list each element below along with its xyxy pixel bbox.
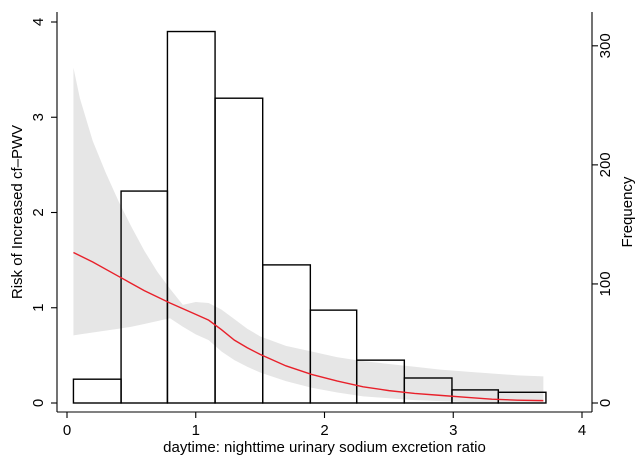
histogram-bar-6 (309, 309, 358, 404)
risk-curve-line (73, 251, 544, 402)
y-left-tick-label-2: 2 (30, 208, 47, 216)
confidence-band-layer (73, 67, 544, 403)
y-right-tick-label-300: 300 (597, 33, 614, 58)
y-right-axis-title: Frequency (619, 176, 636, 247)
y-left-axis-title: Risk of Increased cf–PWV (9, 125, 26, 299)
x-tick-label-4: 4 (578, 422, 586, 439)
confidence-band (73, 67, 544, 403)
x-tick-label-3: 3 (449, 422, 457, 439)
x-tick-label-0: 0 (63, 422, 71, 439)
y-left-tick-label-1: 1 (30, 304, 47, 312)
histogram-bar-10 (497, 391, 547, 404)
x-tick-label-1: 1 (192, 422, 200, 439)
y-right-tick-label-200: 200 (597, 152, 614, 177)
y-left-tick-label-3: 3 (30, 113, 47, 121)
x-tick-label-2: 2 (320, 422, 328, 439)
x-axis-title: daytime: nighttime urinary sodium excret… (163, 439, 486, 456)
risk-curve-layer (73, 251, 544, 402)
y-right-tick-label-100: 100 (597, 271, 614, 296)
histogram-bars-layer (72, 30, 547, 404)
histogram-bar-4 (214, 97, 264, 404)
y-left-tick-label-4: 4 (30, 18, 47, 26)
y-left-tick-label-0: 0 (30, 399, 47, 407)
axes-layer: 0 1 2 3 4 0 1 2 3 4 0 100 200 300 (30, 12, 614, 439)
y-right-tick-label-0: 0 (597, 399, 614, 407)
